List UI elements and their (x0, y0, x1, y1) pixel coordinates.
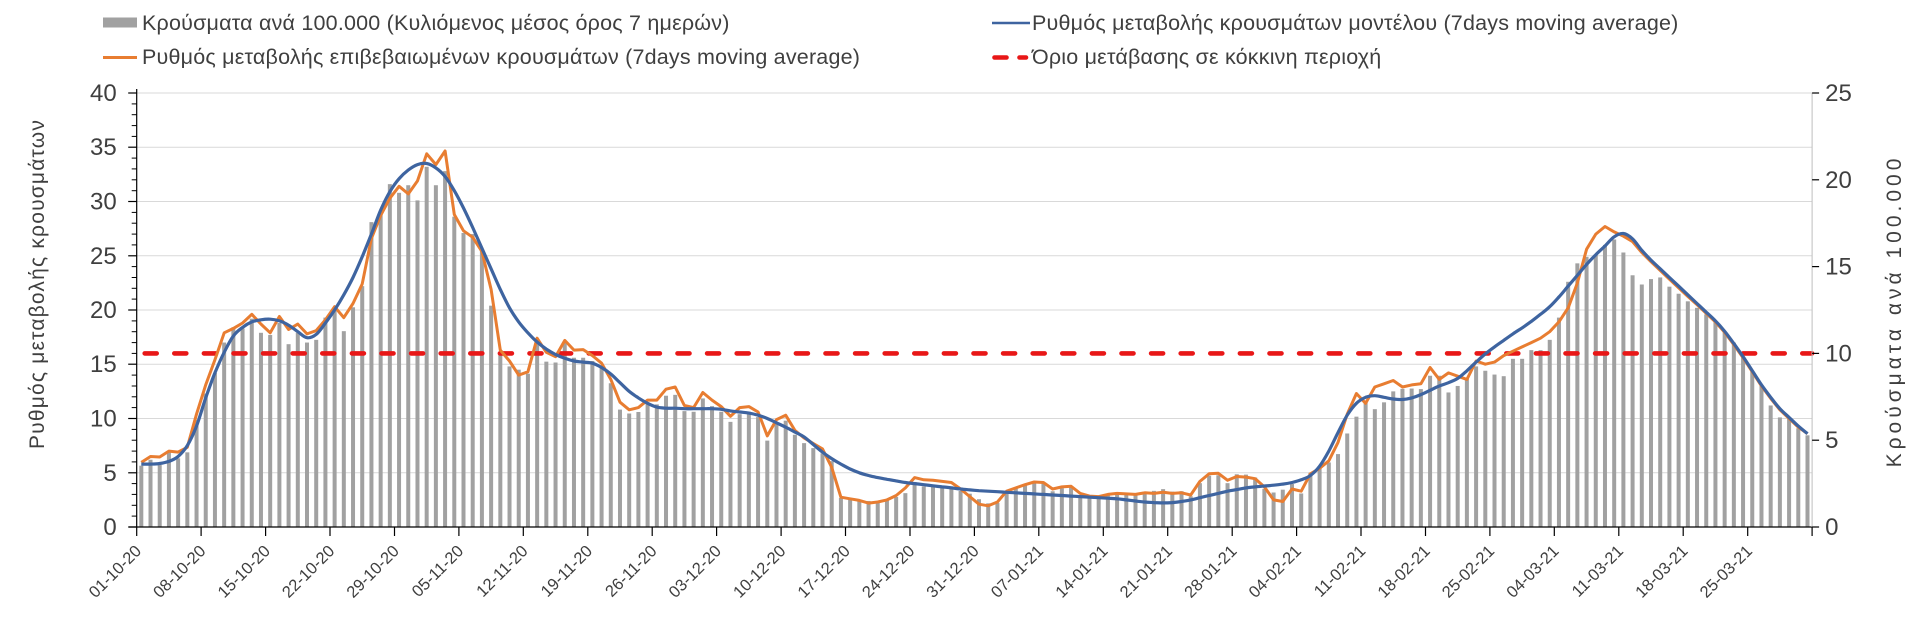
svg-text:24-12-20: 24-12-20 (859, 542, 918, 601)
svg-text:03-12-20: 03-12-20 (665, 542, 724, 601)
svg-text:12-11-20: 12-11-20 (473, 542, 532, 601)
svg-text:29-10-20: 29-10-20 (343, 542, 402, 601)
svg-text:Όριο μετάβασης σε κόκκινη περι: Όριο μετάβασης σε κόκκινη περιοχή (1031, 45, 1381, 69)
svg-text:22-10-20: 22-10-20 (279, 542, 338, 601)
svg-text:17-12-20: 17-12-20 (794, 542, 853, 601)
svg-text:01-10-20: 01-10-20 (86, 542, 145, 601)
svg-text:21-01-21: 21-01-21 (1117, 542, 1176, 601)
svg-text:40: 40 (90, 80, 117, 107)
svg-text:Ρυθμός μεταβολής κρουσμάτων μο: Ρυθμός μεταβολής κρουσμάτων μοντέλου (7d… (1032, 11, 1679, 35)
svg-text:15: 15 (1825, 254, 1852, 281)
svg-text:18-02-21: 18-02-21 (1374, 542, 1433, 601)
svg-text:20: 20 (90, 297, 117, 324)
svg-text:15-10-20: 15-10-20 (214, 542, 273, 601)
svg-text:08-10-20: 08-10-20 (150, 542, 209, 601)
svg-text:31-12-20: 31-12-20 (923, 542, 982, 601)
svg-text:26-11-20: 26-11-20 (602, 542, 661, 601)
svg-text:10: 10 (90, 406, 117, 433)
svg-text:15: 15 (90, 351, 117, 378)
svg-text:19-11-20: 19-11-20 (538, 542, 597, 601)
svg-text:0: 0 (1825, 514, 1838, 541)
svg-text:5: 5 (103, 460, 116, 487)
svg-text:20: 20 (1825, 167, 1852, 194)
svg-text:25-02-21: 25-02-21 (1439, 542, 1498, 601)
svg-text:05-11-20: 05-11-20 (409, 542, 468, 601)
svg-text:28-01-21: 28-01-21 (1181, 542, 1240, 601)
svg-text:Κρούσματα ανά 100.000 (Κυλιόμε: Κρούσματα ανά 100.000 (Κυλιόμενος μέσος … (142, 11, 730, 35)
svg-text:25: 25 (1825, 80, 1852, 107)
svg-text:25: 25 (90, 243, 117, 270)
svg-text:14-01-21: 14-01-21 (1052, 542, 1111, 601)
svg-text:07-01-21: 07-01-21 (988, 542, 1047, 601)
svg-text:11-02-21: 11-02-21 (1311, 542, 1370, 601)
svg-text:04-03-21: 04-03-21 (1503, 542, 1562, 601)
svg-text:5: 5 (1825, 427, 1838, 454)
svg-text:25-03-21: 25-03-21 (1697, 542, 1756, 601)
svg-text:18-03-21: 18-03-21 (1632, 542, 1691, 601)
svg-text:10: 10 (1825, 340, 1852, 367)
svg-text:Ρυθμός μεταβολής κρουσμάτων: Ρυθμός μεταβολής κρουσμάτων (26, 119, 49, 449)
svg-text:Κρούσματα ανά 100.000: Κρούσματα ανά 100.000 (1883, 155, 1906, 468)
svg-text:10-12-20: 10-12-20 (730, 542, 789, 601)
svg-text:0: 0 (103, 514, 116, 541)
svg-text:Ρυθμός μεταβολής επιβεβαιωμένω: Ρυθμός μεταβολής επιβεβαιωμένων κρουσμάτ… (142, 45, 860, 69)
svg-text:11-03-21: 11-03-21 (1569, 542, 1628, 601)
svg-text:35: 35 (90, 134, 117, 161)
svg-text:04-02-21: 04-02-21 (1245, 542, 1304, 601)
svg-text:30: 30 (90, 189, 117, 216)
